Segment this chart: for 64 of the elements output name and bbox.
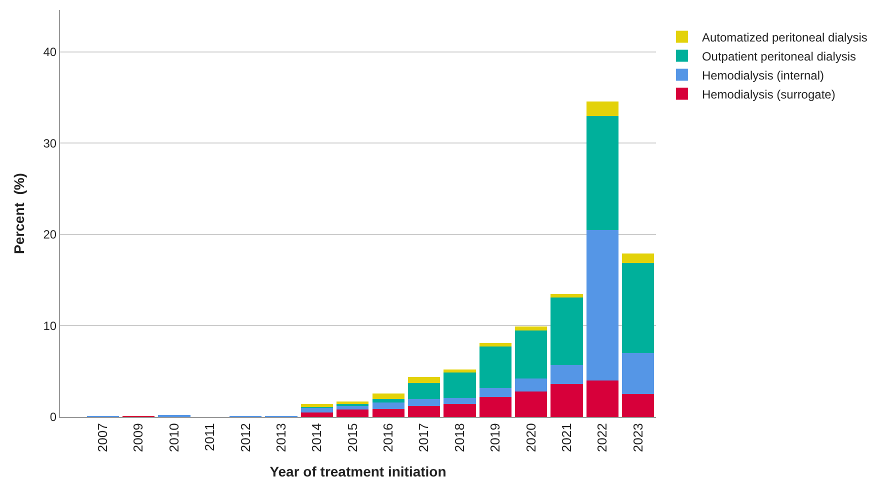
legend-label: Hemodialysis (surrogate) — [702, 87, 836, 102]
bar — [336, 410, 369, 417]
y-tick-label: 40 — [43, 45, 57, 60]
bar — [408, 376, 440, 384]
bar — [479, 343, 512, 347]
bar — [622, 254, 654, 263]
x-tick-label: 2010 — [166, 423, 182, 452]
y-tick-label: 10 — [43, 318, 57, 333]
bar — [408, 398, 440, 406]
x-tick-label: 2021 — [559, 423, 574, 452]
bar — [515, 330, 548, 379]
bar — [336, 406, 369, 410]
x-tick-label: 2012 — [238, 423, 253, 452]
legend-label: Hemodialysis (internal) — [702, 68, 824, 82]
x-tick-label: 2014 — [309, 423, 324, 452]
bar — [515, 391, 548, 417]
x-tick-label: 2016 — [380, 423, 396, 452]
x-tick-label: 2018 — [452, 423, 467, 452]
bar — [550, 384, 583, 417]
bar — [515, 378, 548, 392]
bar — [300, 408, 334, 412]
bar — [550, 294, 583, 298]
legend-label: Outpatient peritoneal dialysis — [702, 49, 856, 64]
bar — [372, 402, 404, 409]
y-tick-label: 30 — [43, 136, 57, 150]
bar — [586, 380, 619, 417]
x-tick-label: 2007 — [95, 423, 110, 452]
bar — [372, 398, 404, 402]
bar — [444, 398, 476, 404]
bar — [479, 396, 512, 417]
bar — [372, 393, 404, 399]
bar — [300, 412, 334, 417]
y-axis-title: Percent (%) — [10, 173, 27, 254]
x-tick-label: 2022 — [594, 423, 610, 452]
bar — [550, 364, 583, 384]
x-axis-title: Year of treatment initiation — [270, 463, 446, 480]
bar — [444, 370, 476, 372]
x-tick-label: 2015 — [344, 423, 360, 452]
bar — [586, 116, 619, 230]
bar — [444, 404, 476, 417]
x-tick-label: 2011 — [202, 423, 218, 452]
bar — [622, 353, 654, 394]
bar — [586, 101, 619, 116]
x-tick-label: 2019 — [488, 423, 503, 452]
y-tick-label: 0 — [50, 410, 57, 424]
x-tick-label: 2013 — [273, 423, 288, 452]
x-tick-label: 2017 — [416, 423, 432, 452]
bar — [408, 383, 440, 399]
bar — [622, 394, 654, 417]
x-tick-label: 2009 — [130, 423, 146, 452]
bar — [515, 326, 548, 330]
bar — [408, 406, 440, 417]
bar — [479, 388, 512, 397]
bar — [372, 408, 404, 417]
x-tick-label: 2020 — [523, 423, 538, 452]
bar — [622, 262, 654, 354]
bar — [336, 401, 369, 404]
legend-label: Automatized peritoneal dialysis — [702, 30, 868, 44]
x-tick-label: 2023 — [630, 423, 646, 452]
y-tick-label: 20 — [43, 228, 57, 242]
bar — [586, 230, 619, 380]
bar — [479, 346, 512, 388]
bar — [550, 297, 583, 365]
bar — [444, 372, 476, 398]
